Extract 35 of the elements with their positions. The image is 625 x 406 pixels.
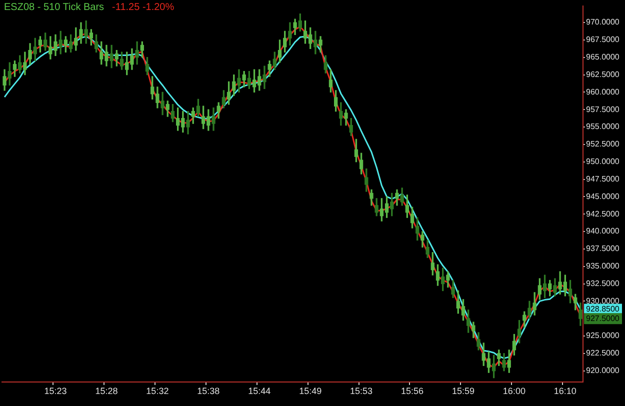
x-tick-label: 15:44 [248, 386, 271, 396]
y-tick-label: 942.5000 [586, 209, 620, 218]
x-tick-label: 15:23 [44, 386, 67, 396]
y-tick-label: 967.5000 [586, 35, 620, 44]
x-tick-label: 15:56 [401, 386, 424, 396]
y-tick-label: 947.5000 [586, 174, 620, 184]
y-tick-label: 932.5000 [586, 278, 620, 288]
x-tick-label: 15:49 [299, 386, 322, 396]
y-tick-label: 950.0000 [586, 157, 620, 166]
y-tick-label: 940.0000 [586, 226, 620, 236]
y-tick-label: 955.0000 [586, 122, 620, 132]
x-tick-label: 15:38 [197, 386, 220, 396]
x-tick-label: 16:10 [554, 386, 576, 396]
y-tick-label: 937.5000 [586, 244, 620, 254]
y-tick-label: 952.5000 [586, 140, 620, 149]
x-tick-label: 15:32 [146, 386, 169, 396]
text: 927.5000 [586, 314, 620, 323]
text: 928.8500 [586, 304, 620, 314]
y-tick-label: 962.5000 [586, 70, 620, 79]
chart-title: ESZ08 - 510 Tick Bars [4, 2, 104, 13]
y-tick-label: 945.0000 [586, 192, 620, 201]
x-tick-label: 16:00 [502, 386, 526, 396]
x-tick-label: 15:53 [350, 386, 373, 396]
y-tick-label: 930.0000 [586, 296, 620, 306]
y-tick-label: 920.0000 [586, 366, 620, 376]
y-tick-label: 925.0000 [586, 331, 620, 340]
y-tick-label: 970.0000 [586, 18, 620, 27]
x-tick-label: 15:59 [452, 386, 474, 396]
y-tick-label: 935.0000 [586, 262, 620, 271]
y-tick-label: 965.0000 [586, 52, 620, 62]
x-tick-label: 15:28 [95, 386, 118, 396]
chart-subtitle: -11.25 -1.20% [112, 2, 174, 13]
y-tick-label: 960.0000 [586, 87, 620, 96]
y-tick-label: 922.5000 [586, 348, 620, 358]
y-tick-label: 957.5000 [586, 104, 620, 114]
